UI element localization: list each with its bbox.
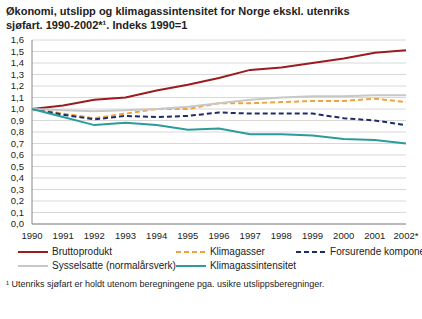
svg-text:0,6: 0,6 (11, 149, 24, 160)
html-text:Økonomi, utslipp og klimagassi: Økonomi, utslipp og klimagassintensitet … (6, 5, 350, 31)
html-text:Sysselsatte (normalårsverk): Sysselsatte (normalårsverk) (52, 260, 176, 271)
svg-text:1,1: 1,1 (11, 92, 24, 103)
svg-text:0,9: 0,9 (11, 115, 24, 126)
svg-text:1996: 1996 (208, 230, 229, 241)
svg-text:1998: 1998 (271, 230, 292, 241)
svg-text:1,4: 1,4 (11, 57, 24, 68)
html-text:¹ Utenriks sjøfart er holdt ut: ¹ Utenriks sjøfart er holdt utenom bereg… (6, 279, 325, 289)
svg-text:1995: 1995 (177, 230, 198, 241)
svg-text:0,5: 0,5 (11, 161, 24, 172)
svg-text:0,3: 0,3 (11, 184, 24, 195)
svg-text:0,4: 0,4 (11, 172, 24, 183)
html-text:Klimagasser: Klimagasser (209, 246, 265, 257)
svg-text:1,3: 1,3 (11, 69, 24, 80)
svg-text:2001: 2001 (364, 230, 385, 241)
svg-text:2000: 2000 (333, 230, 354, 241)
svg-text:1,6: 1,6 (11, 34, 24, 45)
svg-text:1999: 1999 (302, 230, 323, 241)
svg-text:0,2: 0,2 (11, 195, 24, 206)
svg-text:2002*: 2002* (394, 230, 414, 241)
svg-text:1994: 1994 (146, 230, 167, 241)
svg-text:1993: 1993 (115, 230, 136, 241)
svg-text:1,2: 1,2 (11, 80, 24, 91)
svg-text:1991: 1991 (53, 230, 74, 241)
html-text:Bruttoprodukt: Bruttoprodukt (52, 246, 112, 257)
svg-text:1990: 1990 (21, 230, 42, 241)
svg-text:1,0: 1,0 (11, 103, 24, 114)
html-text:Klimagassintensitet: Klimagassintensitet (209, 260, 297, 271)
svg-text:0,0: 0,0 (11, 218, 24, 229)
svg-text:1997: 1997 (240, 230, 261, 241)
svg-text:0,8: 0,8 (11, 126, 24, 137)
svg-text:1,5: 1,5 (11, 46, 24, 57)
svg-text:1992: 1992 (84, 230, 105, 241)
svg-text:0,7: 0,7 (11, 138, 24, 149)
svg-text:0,1: 0,1 (11, 207, 24, 218)
